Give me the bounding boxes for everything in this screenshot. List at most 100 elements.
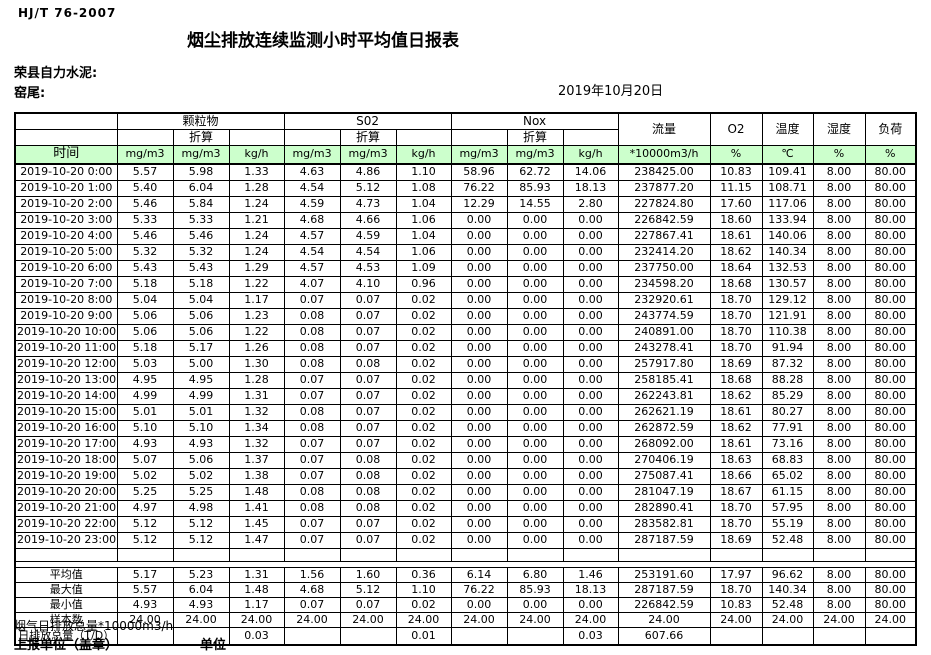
value-cell: 0.00 <box>506 276 564 293</box>
value-cell: 0.07 <box>283 468 341 485</box>
page-title: 烟尘排放连续监测小时平均值日报表 <box>187 31 459 51</box>
summary-value-cell: 24.00 <box>450 612 508 628</box>
value-cell: 62.72 <box>506 163 564 181</box>
value-cell: 8.00 <box>812 420 866 437</box>
value-cell: 0.07 <box>339 516 397 533</box>
value-cell: 4.07 <box>283 276 341 293</box>
value-cell: 80.00 <box>864 388 917 405</box>
value-cell: 4.57 <box>283 260 341 277</box>
summary-value-cell: 10.83 <box>709 597 763 613</box>
daily-total-value-cell <box>761 627 814 646</box>
value-cell: 129.12 <box>761 292 814 309</box>
value-cell: 5.02 <box>172 468 230 485</box>
value-cell: 0.08 <box>283 308 341 325</box>
value-cell: 1.22 <box>228 324 285 341</box>
summary-value-cell: 24.00 <box>709 612 763 628</box>
value-cell: 18.70 <box>709 516 763 533</box>
value-cell: 0.00 <box>506 308 564 325</box>
header-units-row: 时间 mg/m3 mg/m3 kg/h mg/m3 mg/m3 kg/h mg/… <box>14 145 917 165</box>
summary-value-cell: 226842.59 <box>617 597 711 613</box>
value-cell: 0.00 <box>506 532 564 549</box>
value-cell: 4.86 <box>339 163 397 181</box>
value-cell: 0.00 <box>506 372 564 389</box>
value-cell: 5.01 <box>116 404 174 421</box>
value-cell: 0.00 <box>506 356 564 373</box>
value-cell: 1.22 <box>228 276 285 293</box>
header-blank-cell <box>395 129 452 146</box>
value-cell: 0.00 <box>562 468 619 485</box>
value-cell: 0.07 <box>339 340 397 357</box>
reporting-unit-label: 上报单位（盖章） <box>14 638 119 653</box>
value-cell: 0.07 <box>283 532 341 549</box>
value-cell: 18.62 <box>709 388 763 405</box>
value-cell: 8.00 <box>812 532 866 549</box>
summary-value-cell: 24.00 <box>617 612 711 628</box>
value-cell: 0.00 <box>506 452 564 469</box>
summary-rows: 平均值 5.17 5.23 1.31 1.56 1.60 0.36 6.14 6.80 1.46 2… <box>14 567 917 628</box>
converted-label: 折算 <box>172 129 230 146</box>
unit-kg: kg/h <box>562 145 619 165</box>
value-cell: 1.31 <box>228 388 285 405</box>
value-cell: 5.25 <box>116 484 174 501</box>
value-cell: 0.02 <box>395 404 452 421</box>
value-cell: 80.00 <box>864 516 917 533</box>
summary-value-cell: 6.04 <box>172 582 230 598</box>
value-cell: 80.27 <box>761 404 814 421</box>
header-blank-cell <box>14 112 118 130</box>
value-cell: 18.62 <box>709 420 763 437</box>
value-cell: 80.00 <box>864 484 917 501</box>
table-row: 2019-10-20 15:00 5.01 5.01 1.32 0.08 0.07 0.02… <box>14 404 917 421</box>
value-cell: 227824.80 <box>617 196 711 213</box>
time-cell: 2019-10-20 23:00 <box>14 532 118 549</box>
value-cell: 80.00 <box>864 420 917 437</box>
value-cell: 4.54 <box>339 244 397 261</box>
summary-value-cell: 1.10 <box>395 582 452 598</box>
value-cell: 17.60 <box>709 196 763 213</box>
value-cell: 0.00 <box>562 228 619 245</box>
value-cell: 0.07 <box>339 308 397 325</box>
value-cell: 0.00 <box>450 420 508 437</box>
value-cell: 18.68 <box>709 276 763 293</box>
value-cell: 238425.00 <box>617 163 711 181</box>
value-cell: 0.00 <box>562 388 619 405</box>
value-cell: 1.47 <box>228 532 285 549</box>
value-cell: 1.48 <box>228 484 285 501</box>
value-cell: 0.02 <box>395 436 452 453</box>
value-cell: 0.00 <box>506 484 564 501</box>
value-cell: 0.00 <box>562 500 619 517</box>
time-cell: 2019-10-20 19:00 <box>14 468 118 485</box>
value-cell: 10.83 <box>709 163 763 181</box>
value-cell: 5.12 <box>116 516 174 533</box>
summary-value-cell: 5.17 <box>116 567 174 583</box>
value-cell: 0.00 <box>562 324 619 341</box>
value-cell: 18.69 <box>709 356 763 373</box>
value-cell: 1.26 <box>228 340 285 357</box>
value-cell: 258185.41 <box>617 372 711 389</box>
summary-value-cell: 6.80 <box>506 567 564 583</box>
value-cell: 121.91 <box>761 308 814 325</box>
value-cell: 4.99 <box>116 388 174 405</box>
value-cell: 0.00 <box>562 356 619 373</box>
value-cell: 240891.00 <box>617 324 711 341</box>
value-cell: 85.29 <box>761 388 814 405</box>
flue-gas-total-note: 烟气日排放总量*10000m3/h <box>14 619 174 633</box>
value-cell: 1.17 <box>228 292 285 309</box>
value-cell: 80.00 <box>864 212 917 229</box>
header-group-row: 颗粒物 S02 Nox 流量 O2 温度 湿度 负荷 <box>14 112 917 146</box>
daily-total-value-cell <box>864 627 917 646</box>
value-cell: 5.98 <box>172 163 230 181</box>
group-load: 负荷 <box>864 112 917 146</box>
table-row: 2019-10-20 9:00 5.06 5.06 1.23 0.08 0.07 0.02 0… <box>14 308 917 325</box>
value-cell: 5.12 <box>339 180 397 197</box>
value-cell: 282890.41 <box>617 500 711 517</box>
time-cell: 2019-10-20 3:00 <box>14 212 118 229</box>
value-cell: 4.54 <box>283 180 341 197</box>
value-cell: 0.00 <box>506 228 564 245</box>
value-cell: 0.00 <box>450 276 508 293</box>
summary-value-cell: 18.13 <box>562 582 619 598</box>
value-cell: 80.00 <box>864 180 917 197</box>
value-cell: 80.00 <box>864 372 917 389</box>
summary-value-cell: 0.07 <box>339 597 397 613</box>
value-cell: 58.96 <box>450 163 508 181</box>
value-cell: 5.12 <box>172 532 230 549</box>
